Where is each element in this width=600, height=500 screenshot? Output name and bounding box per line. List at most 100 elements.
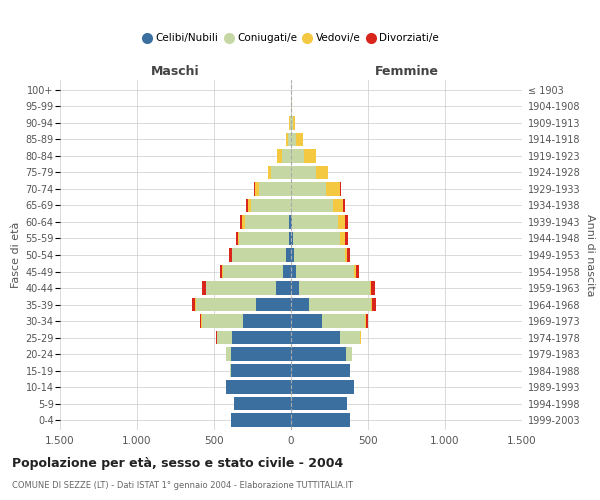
Bar [268,166,271,179]
Bar [229,248,232,262]
Bar [277,149,282,162]
Bar [292,215,338,229]
Y-axis label: Fasce di età: Fasce di età [11,222,21,288]
Bar [259,182,291,196]
Bar [322,314,365,328]
Y-axis label: Anni di nascita: Anni di nascita [585,214,595,296]
Bar [289,232,291,245]
Bar [310,298,371,312]
Bar [286,248,291,262]
Bar [291,348,346,361]
Bar [293,232,340,245]
Bar [200,314,201,328]
Bar [202,281,206,295]
Bar [299,281,370,295]
Bar [223,264,283,278]
Bar [232,331,291,344]
Bar [365,314,368,328]
Bar [291,248,294,262]
Bar [226,348,231,361]
Bar [251,198,291,212]
Text: Femmine: Femmine [374,64,439,78]
Bar [238,232,239,245]
Bar [345,215,348,229]
Bar [231,364,291,378]
Bar [291,298,310,312]
Bar [356,264,359,278]
Bar [255,182,259,196]
Bar [347,248,350,262]
Bar [288,132,291,146]
Bar [236,232,238,245]
Bar [289,215,291,229]
Bar [245,215,289,229]
Bar [191,298,195,312]
Bar [271,166,291,179]
Bar [340,232,345,245]
Bar [291,100,292,113]
Bar [291,314,322,328]
Bar [304,149,316,162]
Bar [196,298,256,312]
Bar [332,198,343,212]
Bar [206,281,275,295]
Bar [239,232,289,245]
Bar [291,132,296,146]
Text: COMUNE DI SEZZE (LT) - Dati ISTAT 1° gennaio 2004 - Elaborazione TUTTITALIA.IT: COMUNE DI SEZZE (LT) - Dati ISTAT 1° gen… [12,481,353,490]
Bar [256,298,291,312]
Bar [230,364,231,378]
Bar [291,364,350,378]
Bar [291,215,292,229]
Bar [296,132,302,146]
Bar [242,215,245,229]
Legend: Celibi/Nubili, Coniugati/e, Vedovi/e, Divorziati/e: Celibi/Nubili, Coniugati/e, Vedovi/e, Di… [139,29,443,48]
Bar [343,198,345,212]
Bar [373,298,376,312]
Bar [346,348,352,361]
Bar [254,182,255,196]
Bar [275,281,291,295]
Bar [291,331,340,344]
Bar [231,414,291,427]
Bar [291,166,316,179]
Bar [220,264,223,278]
Bar [217,331,232,344]
Bar [291,182,326,196]
Bar [345,248,347,262]
Bar [291,397,347,410]
Bar [247,198,248,212]
Bar [291,380,354,394]
Bar [282,149,291,162]
Bar [371,298,373,312]
Bar [371,281,374,295]
Bar [293,116,295,130]
Bar [340,182,341,196]
Bar [345,232,348,245]
Bar [202,314,243,328]
Text: Maschi: Maschi [151,64,200,78]
Bar [286,132,288,146]
Bar [231,348,291,361]
Bar [232,248,286,262]
Bar [354,264,356,278]
Bar [243,314,291,328]
Bar [340,331,360,344]
Bar [248,198,251,212]
Bar [195,298,196,312]
Bar [370,281,371,295]
Bar [291,149,304,162]
Bar [338,215,345,229]
Bar [296,264,354,278]
Bar [240,215,242,229]
Bar [291,232,293,245]
Bar [291,264,296,278]
Bar [291,198,332,212]
Bar [290,116,291,130]
Bar [226,380,291,394]
Bar [283,264,291,278]
Text: Popolazione per età, sesso e stato civile - 2004: Popolazione per età, sesso e stato civil… [12,458,343,470]
Bar [294,248,345,262]
Bar [291,414,350,427]
Bar [291,116,293,130]
Bar [291,281,299,295]
